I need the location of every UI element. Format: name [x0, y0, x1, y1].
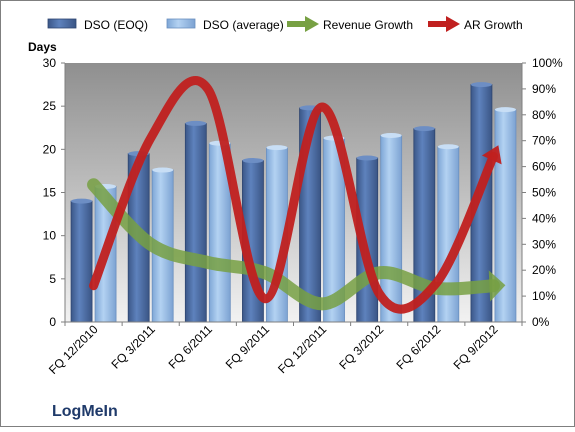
- bar-top-cap: [437, 144, 459, 150]
- legend-arrow-ar-growth: [446, 16, 460, 32]
- y-right-tick-label: 50%: [532, 186, 556, 200]
- point-ar-growth: [207, 88, 208, 89]
- y-left-tick-label: 10: [43, 229, 57, 243]
- y-left-tick-label: 0: [49, 315, 56, 329]
- legend-label-revenue-growth: Revenue Growth: [323, 18, 413, 32]
- legend-swatch-dso-eoq: [47, 18, 77, 29]
- line-revenue-growth: [87, 178, 500, 311]
- legend: DSO (EOQ) DSO (average) Revenue Growth AR G…: [47, 16, 523, 32]
- y-right-tick-label: 0%: [532, 315, 550, 329]
- y-right-tick-label: 30%: [532, 237, 556, 251]
- bar-top-cap: [380, 133, 402, 139]
- y-right-tick-label: 70%: [532, 134, 556, 148]
- bar-top-cap: [413, 126, 435, 132]
- company-label: LogMeIn: [52, 403, 118, 420]
- legend-label-dso-eoq: DSO (EOQ): [84, 18, 148, 32]
- bar-dso-eoq: [184, 123, 207, 323]
- lines-layer: [87, 76, 506, 314]
- y-left-tick-label: 30: [43, 56, 57, 70]
- bar-top-cap: [494, 107, 516, 113]
- point-revenue-growth: [264, 272, 265, 273]
- point-ar-growth: [322, 107, 323, 108]
- bar-top-cap: [356, 155, 378, 161]
- y-left-tick-label: 25: [43, 99, 57, 113]
- bar-top-cap: [185, 120, 207, 126]
- y-right-tick-label: 10%: [532, 289, 556, 303]
- y-right-tick-label: 100%: [532, 56, 563, 70]
- y-right-tick-label: 40%: [532, 211, 556, 225]
- point-ar-growth: [93, 285, 94, 286]
- bar-top-cap: [242, 158, 264, 164]
- bar-dso-average: [437, 146, 460, 323]
- point-ar-growth: [150, 138, 151, 139]
- point-revenue-growth: [379, 272, 380, 273]
- y-left-tick-label: 15: [43, 186, 57, 200]
- y-left-tick-label: 5: [49, 272, 56, 286]
- point-revenue-growth: [493, 285, 494, 286]
- point-ar-growth: [379, 293, 380, 294]
- y-right-tick-label: 60%: [532, 160, 556, 174]
- point-revenue-growth: [207, 262, 208, 263]
- bar-dso-eoq: [70, 200, 93, 323]
- bar-top-cap: [71, 198, 93, 204]
- legend-swatch-dso-average: [166, 18, 196, 29]
- y-right-tick-label: 90%: [532, 82, 556, 96]
- point-ar-growth: [493, 156, 494, 157]
- bar-top-cap: [266, 145, 288, 151]
- arrowhead-ar-growth: [481, 145, 502, 165]
- bar-top-cap: [470, 82, 492, 88]
- y-axis-left-label: Days: [28, 40, 57, 54]
- y-left-tick-label: 20: [43, 142, 57, 156]
- y-right-tick-label: 20%: [532, 263, 556, 277]
- y-right-tick-label: 80%: [532, 108, 556, 122]
- point-revenue-growth: [150, 244, 151, 245]
- legend-label-dso-average: DSO (average): [203, 18, 284, 32]
- arrowhead-revenue-growth: [488, 270, 506, 302]
- legend-label-ar-growth: AR Growth: [464, 18, 523, 32]
- point-ar-growth: [436, 283, 437, 284]
- bar-top-cap: [152, 167, 174, 173]
- point-revenue-growth: [322, 303, 323, 304]
- line-ar-growth: [89, 76, 498, 314]
- point-revenue-growth: [93, 184, 94, 185]
- point-ar-growth: [264, 298, 265, 299]
- legend-arrow-revenue-growth: [305, 16, 319, 32]
